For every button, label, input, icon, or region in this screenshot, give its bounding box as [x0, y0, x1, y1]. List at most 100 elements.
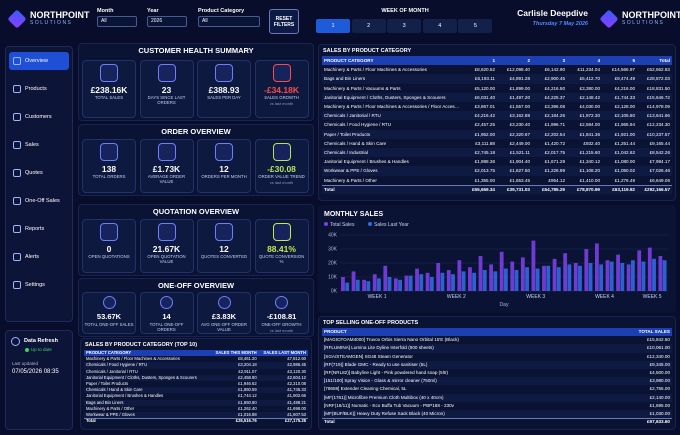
bar [440, 272, 445, 291]
nav-label[interactable]: Products [25, 86, 47, 92]
kpi-label: QUOTE CONVERSION % [258, 254, 305, 264]
table-cell: £9,165.44 [649, 140, 670, 146]
table-cell: Machinery & Parts / Other [324, 177, 377, 183]
table-row [322, 393, 672, 402]
table-cell: £1,965.94 [614, 122, 635, 128]
table-cell: £1,988.36 [474, 159, 495, 165]
table-cell: £2,449.00 [509, 140, 530, 146]
table-cell: £6,031.40 [474, 94, 495, 100]
table-cell: £2,105.80 [614, 113, 635, 119]
table-cell: £2,140.00 [649, 394, 670, 400]
bar [499, 251, 504, 291]
filter-dropdown[interactable]: All [97, 16, 137, 27]
table-cell: £2,584.00 [579, 122, 600, 128]
table-cell: £2,017.75 [544, 150, 565, 155]
bar [546, 265, 551, 291]
week-button[interactable]: 5 [458, 19, 493, 33]
column-header: PRODUCT [324, 329, 347, 334]
filter-dropdown[interactable]: 2026 [147, 16, 187, 27]
table-cell: Machinery & Parts / Vacuums & Parts [324, 85, 401, 91]
table-cell: Janitorial Equipment / Cloths, Dusters, … [324, 94, 446, 100]
nav-label[interactable]: Customers [25, 114, 52, 120]
table-cell: £4,500.00 [649, 370, 670, 375]
week-button[interactable]: 3 [387, 19, 422, 33]
nav-label[interactable]: Quotes [25, 170, 43, 176]
bar [398, 279, 403, 291]
filter-dropdown[interactable]: All [198, 16, 260, 27]
nav-label[interactable]: Overview [25, 58, 48, 64]
kpi-icon [217, 296, 231, 309]
bar [493, 271, 498, 291]
bar [351, 271, 356, 291]
kpi-label: ORDER VALUE TREND [258, 174, 305, 179]
bar [429, 277, 434, 291]
table-cell: £1,841.36 [579, 131, 600, 137]
table-row [322, 410, 672, 419]
table-cell: [NRF(18/11)] Numatic - Eco Buffa Tub Vac… [324, 402, 454, 408]
kpi-card [254, 219, 309, 273]
table-cell: Chemicals / Hand & Skin Care [324, 140, 387, 146]
kpi-value: £238.16K [90, 85, 128, 95]
table-cell: £52,662.83 [647, 67, 670, 73]
table-cell: £12,098.40 [507, 67, 530, 73]
table-cell: £1,671.29 [544, 159, 565, 165]
brand-sub: SOLUTIONS [622, 20, 665, 26]
kpi-card [82, 139, 136, 193]
table-cell: [MF(BUF/BLK)] Heavy Duty Refuse Sack Bla… [324, 411, 445, 416]
table-cell: £39,731.03 [507, 186, 530, 192]
bar [387, 277, 392, 291]
table-cell: £10,061.00 [647, 345, 670, 351]
table-cell: £2,745.18 [474, 150, 495, 155]
column-header: SALES THIS MONTH [215, 350, 257, 355]
nav-label[interactable]: Settings [25, 282, 45, 288]
table-cell: £11,234.04 [577, 67, 600, 73]
nav-label[interactable]: Reports [25, 226, 45, 232]
column-header: 5 [632, 58, 635, 63]
table-cell: £4,216.42 [474, 113, 495, 119]
week-button[interactable]: 4 [422, 19, 457, 33]
table-cell: £8,620.52 [474, 67, 495, 73]
kpi-icon [100, 64, 118, 82]
nav-icon [13, 169, 21, 177]
table-row [322, 418, 672, 426]
week-button[interactable]: 2 [351, 19, 386, 33]
kpi-value: £3.83K [211, 312, 237, 321]
kpi-label: OPEN QUOTATIONS [88, 254, 130, 259]
nav-label[interactable]: Alerts [25, 254, 40, 260]
table-cell: Total [324, 186, 335, 192]
table-row [322, 92, 672, 102]
kpi-card [139, 139, 194, 193]
table-cell: £2,013.75 [474, 168, 495, 174]
table-cell: £63,119.92 [612, 186, 635, 192]
bar [535, 268, 540, 291]
table-cell: £4,030.00 [579, 104, 600, 109]
nav-icon [13, 225, 21, 233]
nav-label[interactable]: One-Off Sales [25, 198, 60, 204]
nav-icon [13, 141, 21, 149]
kpi-icon [102, 296, 116, 309]
table-cell: £2,457.25 [474, 122, 495, 128]
kpi-icon [100, 223, 118, 241]
table-cell: £8,542.26 [649, 150, 670, 155]
table-cell: [151/100] Spray Vision - Glass & mirror … [324, 378, 437, 384]
table-cell: £26,516.76 [235, 418, 257, 424]
table-cell: Paper / Toilet Products [324, 131, 371, 137]
table-cell: Machinery & Parts / Floor Machines & Acc… [324, 67, 427, 73]
brand: NORTHPOINT [622, 10, 680, 20]
refresh-panel [5, 330, 73, 430]
bar [457, 260, 462, 291]
table-cell: £1,042.62 [614, 150, 635, 155]
report-date: Thursday 7 May 2026 [532, 21, 588, 27]
nav-item[interactable] [9, 52, 69, 70]
table-cell: £1,215.60 [579, 150, 600, 155]
week-button[interactable]: 1 [316, 19, 350, 33]
bar [542, 265, 546, 291]
kpi-value: 0 [106, 244, 112, 254]
nav-label[interactable]: Sales [25, 142, 39, 148]
kpi-label: OPEN QUOTATION VALUE [147, 254, 186, 264]
bar [482, 270, 487, 291]
bar [446, 270, 451, 291]
reset-button[interactable]: RESET FILTERS [269, 9, 299, 34]
column-header: 4 [597, 58, 600, 63]
kpi-card [197, 219, 251, 273]
